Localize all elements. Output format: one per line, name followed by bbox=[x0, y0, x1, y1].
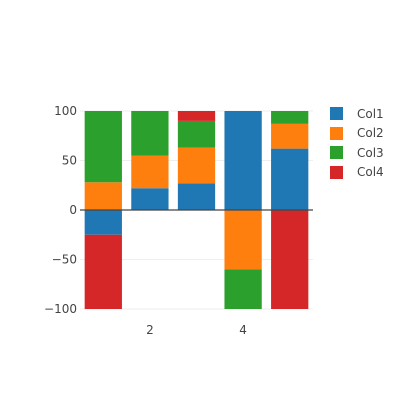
bar-col2-1 bbox=[84, 182, 122, 210]
legend-item-col3[interactable]: Col3 bbox=[330, 143, 400, 163]
legend-item-col2[interactable]: Col2 bbox=[330, 124, 400, 144]
bar-col4-1 bbox=[84, 234, 122, 309]
bar-col2-2 bbox=[131, 155, 169, 189]
y-tick-label: −50 bbox=[52, 253, 77, 267]
x-tick-label: 2 bbox=[146, 323, 154, 337]
bar-col3-5 bbox=[271, 111, 309, 124]
bar-col1-4 bbox=[224, 111, 262, 210]
axis-layer: 100 50 0 −50 −100 2 4 bbox=[44, 104, 313, 337]
y-tick-label: 100 bbox=[54, 104, 77, 118]
legend-label: Col2 bbox=[357, 126, 384, 141]
bar-col4-5 bbox=[271, 210, 309, 309]
legend-item-col1[interactable]: Col1 bbox=[330, 104, 400, 124]
bar-layer bbox=[84, 111, 309, 309]
bar-col3-2 bbox=[131, 111, 169, 156]
y-tick-label: 50 bbox=[62, 154, 77, 168]
legend-label: Col4 bbox=[357, 165, 384, 180]
bar-col2-3 bbox=[177, 147, 216, 184]
bar-col3-4 bbox=[224, 269, 262, 309]
legend-swatch bbox=[330, 165, 343, 179]
legend-swatch bbox=[330, 107, 343, 121]
bar-col4-3 bbox=[177, 111, 216, 121]
y-tick-label: 0 bbox=[69, 203, 77, 217]
y-tick-label: −100 bbox=[44, 302, 77, 316]
bar-col2-4 bbox=[224, 210, 262, 270]
bar-col3-3 bbox=[177, 120, 216, 148]
x-tick-label: 4 bbox=[239, 323, 247, 337]
bar-col2-5 bbox=[271, 123, 309, 149]
bar-col1-3 bbox=[177, 183, 216, 210]
legend-swatch bbox=[330, 126, 343, 140]
bar-col1-5 bbox=[271, 148, 309, 210]
legend-label: Col3 bbox=[357, 145, 384, 160]
legend-swatch bbox=[330, 146, 343, 160]
legend-label: Col1 bbox=[357, 106, 384, 121]
legend-item-col4[interactable]: Col4 bbox=[330, 163, 400, 183]
bar-col1-2 bbox=[131, 188, 169, 210]
bar-col1-1 bbox=[84, 210, 122, 235]
bar-col3-1 bbox=[84, 111, 122, 183]
legend: Col1 Col2 Col3 Col4 bbox=[330, 104, 400, 182]
